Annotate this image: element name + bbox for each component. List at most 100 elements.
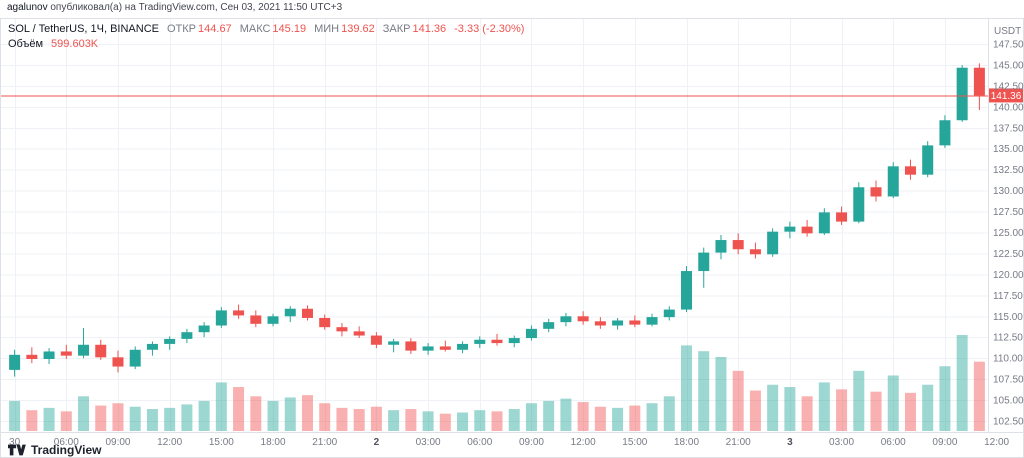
volume-bar — [818, 382, 830, 431]
candle-body — [973, 67, 985, 96]
volume-bar — [560, 398, 572, 431]
volume-bar — [767, 384, 779, 431]
time-tick-label: 12:00 — [571, 437, 596, 448]
candle-body — [353, 331, 365, 336]
candle-body — [887, 166, 899, 197]
price-tick-label: 120.00 — [993, 270, 1024, 281]
volume-bar — [887, 375, 899, 431]
candle-body — [319, 317, 331, 328]
volume-bar — [198, 400, 210, 431]
grid-horizontal — [0, 44, 988, 422]
candle-body — [525, 328, 537, 339]
time-tick-label: 30 — [9, 437, 21, 448]
ohlc-open: ОТКР 144.67 — [167, 23, 232, 35]
candle-body — [439, 346, 451, 350]
candle-body — [267, 316, 279, 324]
volume-bar — [9, 400, 21, 431]
volume-bar — [95, 405, 107, 431]
price-tick-label: 130.00 — [993, 186, 1024, 197]
time-tick-label: 12:00 — [157, 437, 182, 448]
candle-body — [732, 240, 744, 250]
volume-bar — [870, 391, 882, 431]
candle-body — [215, 310, 227, 326]
price-tick-label: 112.50 — [993, 333, 1023, 344]
volume-bar — [629, 405, 641, 431]
candle-body — [336, 327, 348, 332]
volume-bar — [939, 366, 951, 431]
price-tick-label: 117.50 — [993, 291, 1023, 302]
time-tick-label: 06:00 — [54, 437, 79, 448]
close-value: 141.36 — [412, 23, 447, 35]
volume-bar — [43, 407, 55, 431]
candle-body — [784, 226, 796, 232]
volume-bar — [301, 395, 313, 431]
volume-bar — [60, 411, 72, 431]
price-tick-label: 140.00 — [993, 102, 1024, 113]
symbol-title[interactable]: SOL / TetherUS, 1Ч, BINANCE — [8, 23, 159, 35]
time-tick-label: 12:00 — [984, 437, 1009, 448]
time-tick-label: 09:00 — [105, 437, 130, 448]
price-tick-label: 115.00 — [993, 312, 1023, 323]
high-label: МАКС — [239, 23, 271, 35]
candle-body — [78, 344, 90, 356]
candle-body — [405, 341, 417, 351]
candle-body — [749, 249, 761, 255]
change-value: -3.33 (-2.30%) — [454, 23, 525, 35]
time-tick-label: 06:00 — [467, 437, 492, 448]
volume-bar — [388, 410, 400, 431]
volume-bar — [353, 409, 365, 431]
attribution-text: опубликовал(а) на TradingView.com, Сен 0… — [50, 2, 343, 13]
volume-bar — [749, 390, 761, 431]
volume-bar — [26, 410, 38, 431]
volume-label[interactable]: Объём — [8, 38, 44, 50]
time-tick-label: 2 — [374, 437, 380, 448]
volume-bar — [956, 335, 968, 431]
volume-bar — [370, 406, 382, 431]
low-value: 139.62 — [341, 23, 375, 35]
price-chart-canvas[interactable]: 141.36 147.50 145.00 142.50 140.00 137.50 135.… — [0, 18, 1024, 458]
candle-body — [198, 325, 210, 333]
time-tick-label: 21:00 — [726, 437, 751, 448]
price-tick-label: 127.50 — [993, 207, 1024, 218]
time-tick-label: 18:00 — [261, 437, 286, 448]
price-tick-label: 142.50 — [993, 81, 1024, 92]
candle-body — [457, 343, 469, 350]
volume-bar — [922, 384, 934, 431]
candle-body — [681, 271, 693, 310]
candle-body — [250, 315, 262, 324]
candle-body — [233, 310, 245, 316]
tradingview-wordmark: TradingView — [31, 443, 102, 457]
candle-body — [663, 309, 675, 318]
ohlc-low: МИН 139.62 — [314, 23, 375, 35]
candle-body — [543, 322, 555, 329]
volume-bar — [284, 397, 296, 431]
candle-body — [870, 187, 882, 197]
chart-legend: SOL / TetherUS, 1Ч, BINANCE ОТКР 144.67 … — [8, 23, 524, 53]
candle-body — [836, 212, 848, 222]
time-axis[interactable]: 30 06:00 09:00 12:00 15:00 18:00 21:00 2 03:00 06… — [9, 437, 1010, 448]
tradingview-logo[interactable]: TradingView — [8, 443, 101, 457]
candle-body — [474, 339, 486, 344]
candle-body — [95, 344, 107, 358]
candle-body — [388, 341, 400, 345]
time-tick-label: 15:00 — [209, 437, 234, 448]
volume-bar — [146, 409, 158, 431]
price-axis[interactable]: 147.50 145.00 142.50 140.00 137.50 135.00 132.… — [993, 40, 1024, 428]
low-label: МИН — [314, 23, 340, 35]
volume-bar — [715, 356, 727, 431]
candle-body — [612, 320, 624, 326]
candle-body — [767, 231, 779, 255]
candle-body — [801, 226, 813, 234]
volume-bar — [422, 411, 434, 431]
price-tick-label: 135.00 — [993, 144, 1024, 155]
volume-bar — [164, 407, 176, 431]
candle-body — [560, 316, 572, 323]
price-tick-label: 122.50 — [993, 249, 1024, 260]
grid-vertical — [15, 18, 946, 432]
volume-bar — [405, 409, 417, 431]
axis-borders — [0, 18, 1024, 458]
volume-bar — [181, 404, 193, 431]
time-tick-label: 21:00 — [312, 437, 337, 448]
symbol-row: SOL / TetherUS, 1Ч, BINANCE ОТКР 144.67 … — [8, 23, 524, 35]
volume-bar — [78, 396, 90, 431]
